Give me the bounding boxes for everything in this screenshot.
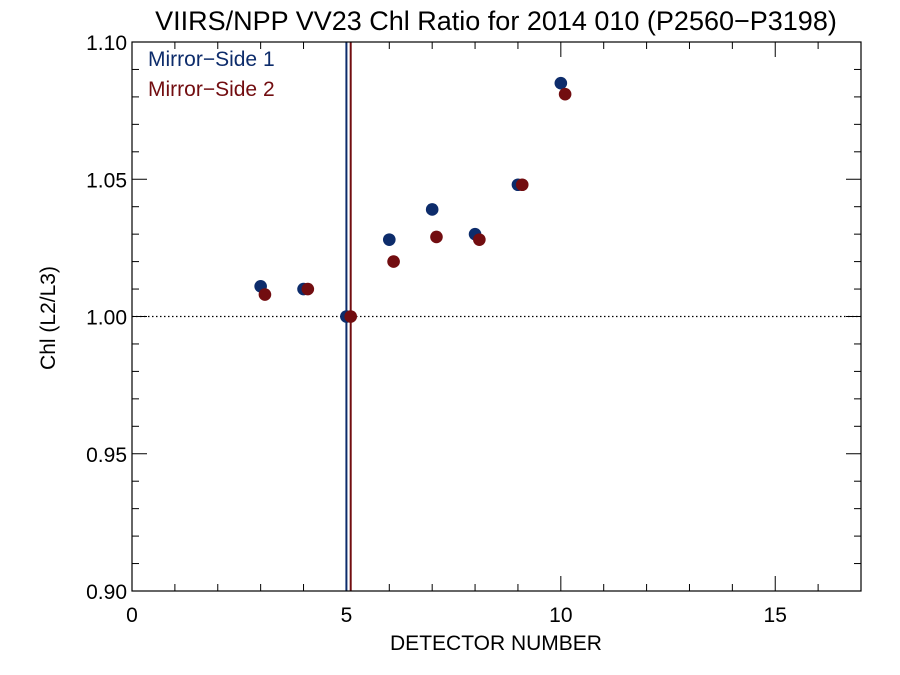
x-axis-label: DETECTOR NUMBER [390, 632, 602, 655]
chart-title: VIIRS/NPP VV23 Chl Ratio for 2014 010 (P… [155, 6, 837, 36]
y-tick-label: 0.90 [86, 581, 127, 604]
series-1-point [554, 76, 568, 90]
series-1-point [382, 233, 396, 246]
plot-frame [131, 41, 862, 592]
legend-item-mirror-side-2: Mirror−Side 2 [148, 78, 275, 101]
series-2-point [387, 255, 400, 268]
series-2-point [301, 282, 315, 296]
series-2-point [430, 230, 443, 244]
x-tick-label: 5 [341, 604, 353, 627]
y-tick-label: 1.00 [86, 307, 127, 330]
x-tick-label: 0 [126, 604, 138, 627]
series-2-point [558, 87, 572, 101]
y-tick-label: 1.05 [86, 169, 127, 192]
series-2-point [473, 233, 486, 246]
y-axis-label: Chl (L2/L3) [37, 266, 60, 370]
x-tick-label: 15 [764, 604, 787, 627]
x-tick-label: 10 [549, 604, 572, 627]
legend-item-mirror-side-1: Mirror−Side 1 [148, 48, 275, 71]
y-tick-label: 1.10 [86, 32, 127, 55]
series-2-point [258, 288, 272, 301]
y-tick-label: 0.95 [86, 444, 127, 467]
series-1-point [425, 203, 439, 216]
plot-area: 0 5 10 15 0.90 0.95 1.00 1.05 1.10 [86, 32, 862, 627]
series-2-point [515, 178, 529, 192]
series-2-point [344, 310, 358, 323]
